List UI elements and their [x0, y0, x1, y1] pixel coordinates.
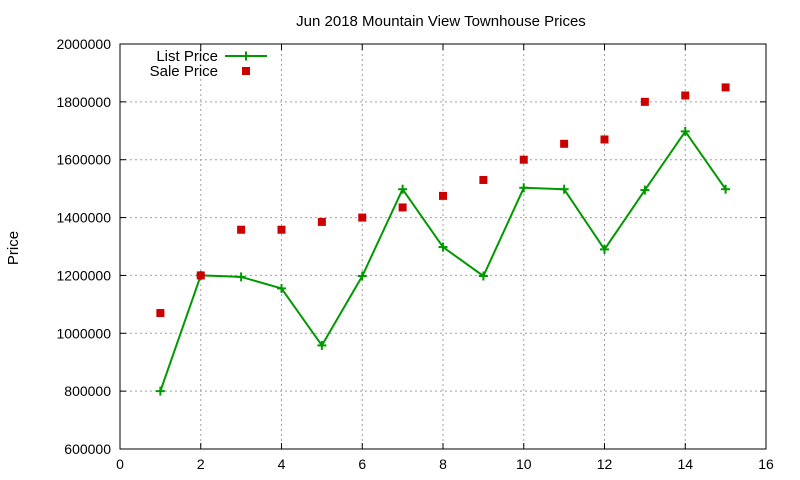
x-tick-label: 10 [516, 456, 532, 472]
point-sale-price [479, 175, 488, 184]
point-sale-price [398, 203, 407, 212]
y-tick-label: 1800000 [56, 94, 111, 110]
point-sale-price [277, 225, 286, 234]
y-axis-label: Price [5, 231, 22, 265]
y-tick-label: 2000000 [56, 36, 111, 52]
point-list-price [398, 184, 408, 194]
x-tick-label: 8 [439, 456, 447, 472]
x-tick-label: 6 [358, 456, 366, 472]
x-tick-label: 4 [278, 456, 286, 472]
point-list-price [236, 272, 246, 282]
point-list-price [680, 126, 690, 136]
point-sale-price [640, 97, 649, 106]
legend: List Price Sale Price [150, 48, 267, 80]
point-sale-price [439, 191, 447, 200]
legend-marker-sale-price [242, 67, 250, 75]
point-sale-price [196, 271, 205, 280]
x-tick-label: 14 [677, 456, 693, 472]
series-layer [155, 83, 731, 396]
point-sale-price [156, 309, 165, 318]
point-sale-price [358, 213, 367, 222]
point-sale-price [237, 225, 246, 234]
point-list-price [519, 183, 529, 193]
legend-marker-list-price [241, 51, 251, 61]
point-sale-price [681, 91, 690, 100]
x-tick-label: 2 [197, 456, 205, 472]
point-list-price [640, 185, 650, 195]
legend-label-list-price: List Price [156, 48, 218, 65]
point-list-price [600, 244, 609, 254]
y-tick-label: 600000 [64, 441, 111, 457]
point-sale-price [317, 217, 326, 226]
point-sale-price [721, 83, 730, 92]
x-tick-label: 16 [758, 456, 774, 472]
point-list-price [317, 340, 327, 350]
point-sale-price [560, 139, 569, 148]
point-list-price [155, 386, 165, 396]
point-list-price [559, 184, 569, 194]
point-list-price [277, 283, 286, 293]
y-tick-label: 800000 [64, 383, 111, 399]
y-tick-label: 1400000 [56, 210, 111, 226]
x-tick-label: 0 [116, 456, 124, 472]
ticks: 0 2 4 6 8 10 12 14 16 600000 800000 1000000 1200000 1… [56, 36, 774, 472]
legend-label-sale-price: Sale Price [150, 63, 218, 80]
point-list-price [478, 271, 488, 281]
point-sale-price [519, 155, 528, 164]
chart-title: Jun 2018 Mountain View Townhouse Prices [296, 13, 586, 30]
x-tick-label: 12 [597, 456, 613, 472]
point-sale-price [600, 135, 609, 144]
point-list-price [357, 271, 367, 281]
y-tick-label: 1600000 [56, 152, 111, 168]
y-tick-label: 1200000 [56, 267, 111, 283]
point-list-price [438, 242, 448, 252]
y-tick-label: 1000000 [56, 325, 111, 341]
point-list-price [721, 184, 731, 194]
